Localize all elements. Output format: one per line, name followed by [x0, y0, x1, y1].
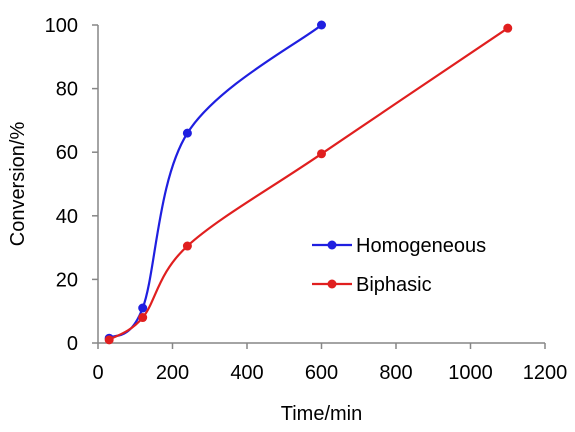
x-axis-title: Time/min — [281, 403, 362, 425]
y-axis-title: Conversion/% — [7, 122, 29, 247]
data-point — [503, 23, 513, 33]
x-tick-label: 600 — [305, 362, 338, 384]
data-point — [138, 303, 148, 313]
data-point — [138, 313, 148, 323]
legend-swatch-marker — [327, 240, 337, 250]
data-point — [104, 335, 114, 345]
legend-swatch-marker — [327, 279, 337, 289]
x-tick-label: 0 — [92, 362, 103, 384]
series-line-homogeneous — [108, 24, 323, 340]
y-tick-label: 20 — [56, 269, 78, 291]
legend-label: Biphasic — [356, 274, 432, 296]
y-tick-label: 100 — [45, 15, 78, 37]
legend: Homogeneous Biphasic — [312, 235, 486, 296]
x-tick-label: 1000 — [448, 362, 493, 384]
series-line-biphasic — [108, 27, 509, 341]
y-tick-label: 40 — [56, 206, 78, 228]
x-tick-label: 400 — [230, 362, 263, 384]
data-point — [182, 128, 192, 138]
series-layer — [104, 20, 513, 345]
y-tick-label: 80 — [56, 79, 78, 101]
series-homogeneous — [104, 20, 326, 343]
x-tick-label: 800 — [379, 362, 412, 384]
data-point — [317, 20, 326, 30]
legend-label: Homogeneous — [356, 235, 486, 257]
x-tick-label: 1200 — [523, 362, 568, 384]
y-tick-label: 0 — [67, 333, 78, 355]
legend-item: Biphasic — [312, 274, 432, 296]
y-tick-label: 60 — [56, 142, 78, 164]
data-point — [182, 241, 192, 251]
data-point — [317, 149, 326, 159]
legend-item: Homogeneous — [312, 235, 486, 257]
series-biphasic — [104, 23, 513, 345]
axes — [97, 25, 545, 344]
x-tick-label: 200 — [156, 362, 189, 384]
